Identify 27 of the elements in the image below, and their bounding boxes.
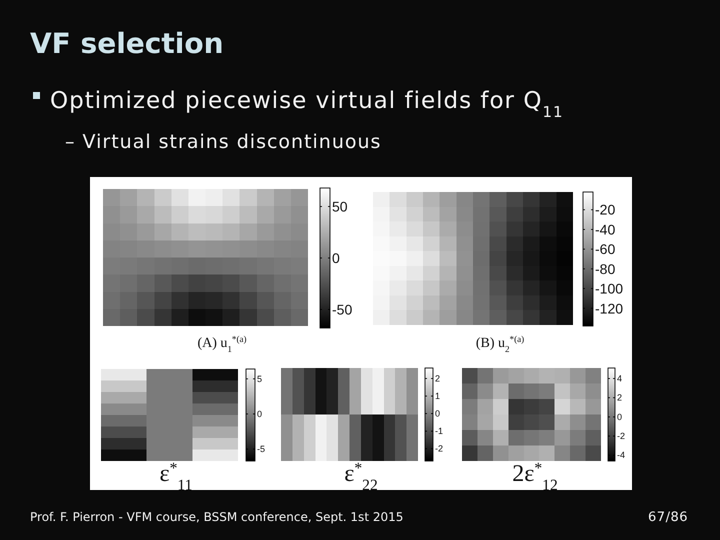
color-bar-label: -20	[595, 202, 616, 218]
color-bar-label: 4	[617, 374, 622, 384]
color-bar-label: -4	[617, 450, 626, 460]
color-bar-label: -80	[595, 260, 616, 277]
color-bar-label: 2	[435, 374, 440, 384]
text: 67/86	[648, 510, 688, 525]
color-bar-label: 0	[332, 250, 340, 266]
color-bar-label: 5	[257, 374, 262, 384]
chart-subtitle: Optimized piecewise virtual fields for Q$_{11}$	[50, 88, 564, 121]
color-bar-label: 0	[435, 408, 440, 419]
color-bar-label: -40	[595, 221, 616, 238]
color-bar-label: -2	[617, 431, 626, 442]
color-bar-label: -50	[332, 301, 352, 318]
color-bar-label: 1	[435, 391, 440, 402]
color-bar-label: -120	[595, 300, 624, 316]
color-bar-label: -2	[435, 444, 444, 454]
color-bar-label: 50	[332, 198, 348, 215]
color-bar-label: 2	[617, 392, 622, 403]
text: – Virtual strains discontinuous	[65, 131, 382, 153]
color-bar-label: 0	[257, 408, 262, 419]
color-bar-label: -60	[595, 241, 616, 258]
color-bar-label: -5	[257, 444, 266, 454]
color-bar-label: 0	[617, 412, 622, 422]
chart-title: VF selection	[30, 27, 224, 60]
text: Prof. F. Pierron - VFM course, BSSM conference, Sept. 1st 2015	[30, 510, 404, 524]
color-bar-label: -100	[595, 280, 624, 297]
color-bar-label: -1	[435, 426, 444, 436]
